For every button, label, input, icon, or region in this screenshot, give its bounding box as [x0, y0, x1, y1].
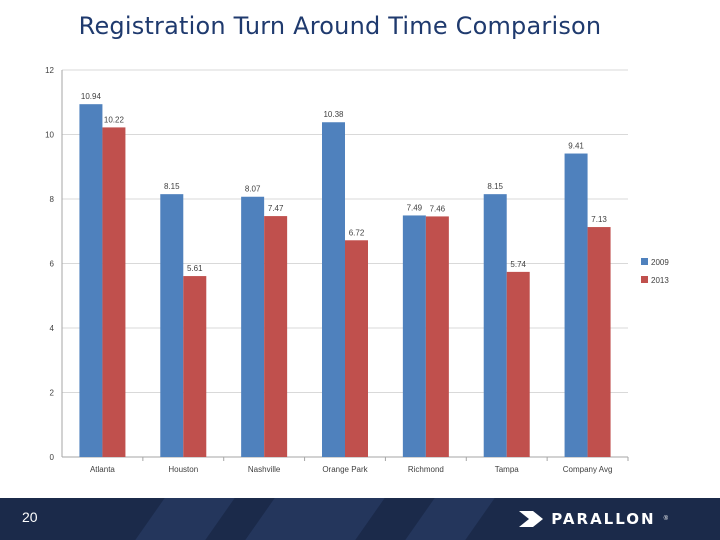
bar-2009-nashville [241, 196, 265, 457]
brand-logo: PARALLON ® [519, 509, 668, 529]
arrow-chevron-icon [519, 511, 544, 527]
bar-2009-houston [160, 194, 184, 457]
data-label: 10.38 [323, 110, 344, 119]
x-tick-label: Atlanta [90, 465, 115, 474]
brand-wordmark: PARALLON [551, 510, 656, 528]
footer-stripe [245, 498, 385, 540]
bar-2009-tampa [483, 194, 507, 457]
data-label: 7.13 [591, 215, 607, 224]
data-label: 7.46 [430, 204, 446, 213]
bar-2013-richmond [425, 216, 449, 457]
bar-2013-orange-park [345, 240, 368, 457]
bar-2009-company-avg [564, 153, 588, 457]
data-label: 8.07 [245, 185, 261, 194]
y-tick-label: 4 [50, 324, 55, 333]
data-label: 5.61 [187, 264, 203, 273]
bar-2009-richmond [402, 215, 426, 457]
y-tick-label: 12 [45, 66, 54, 75]
y-tick-label: 0 [50, 453, 55, 462]
data-label: 7.47 [268, 204, 284, 213]
footer-bar: 20 PARALLON ® [0, 498, 720, 540]
data-label: 7.49 [407, 203, 423, 212]
data-label: 10.94 [81, 92, 102, 101]
x-tick-label: Tampa [495, 465, 520, 474]
bar-2013-company-avg [587, 227, 611, 457]
x-tick-label: Richmond [408, 465, 444, 474]
data-label: 6.72 [349, 228, 365, 237]
data-label: 10.22 [104, 115, 125, 124]
y-tick-label: 6 [50, 260, 55, 269]
x-tick-label: Nashville [248, 465, 281, 474]
brand-registered-mark: ® [663, 516, 668, 522]
bar-chart: 0 2 4 6 8 10 12 10.94 10.22 Atlanta 8.15 5.61 Housto… [45, 66, 669, 474]
x-tick-label: Orange Park [322, 465, 368, 474]
x-tick-label: Houston [168, 465, 198, 474]
bar-2009-orange-park [322, 122, 345, 458]
bar-2013-nashville [264, 216, 288, 457]
slide-title: Registration Turn Around Time Comparison [78, 12, 602, 40]
data-label: 9.41 [568, 142, 584, 151]
bar-2013-atlanta [102, 127, 126, 457]
footer-stripe [135, 498, 235, 540]
data-label: 8.15 [487, 182, 503, 191]
data-label: 8.15 [164, 182, 180, 191]
bar-2013-tampa [506, 271, 530, 457]
footer-stripe [405, 498, 495, 540]
legend-label-2013: 2013 [651, 276, 669, 285]
page-number: 20 [22, 509, 38, 525]
legend-swatch-2009 [641, 258, 648, 265]
x-tick-label: Company Avg [563, 465, 613, 474]
legend-swatch-2013 [641, 276, 648, 283]
y-tick-label: 8 [50, 195, 55, 204]
data-label: 5.74 [510, 260, 526, 269]
bar-2013-houston [183, 276, 207, 457]
y-tick-label: 2 [50, 389, 55, 398]
bar-2009-atlanta [79, 104, 103, 457]
y-tick-label: 10 [45, 131, 54, 140]
legend-label-2009: 2009 [651, 258, 669, 267]
